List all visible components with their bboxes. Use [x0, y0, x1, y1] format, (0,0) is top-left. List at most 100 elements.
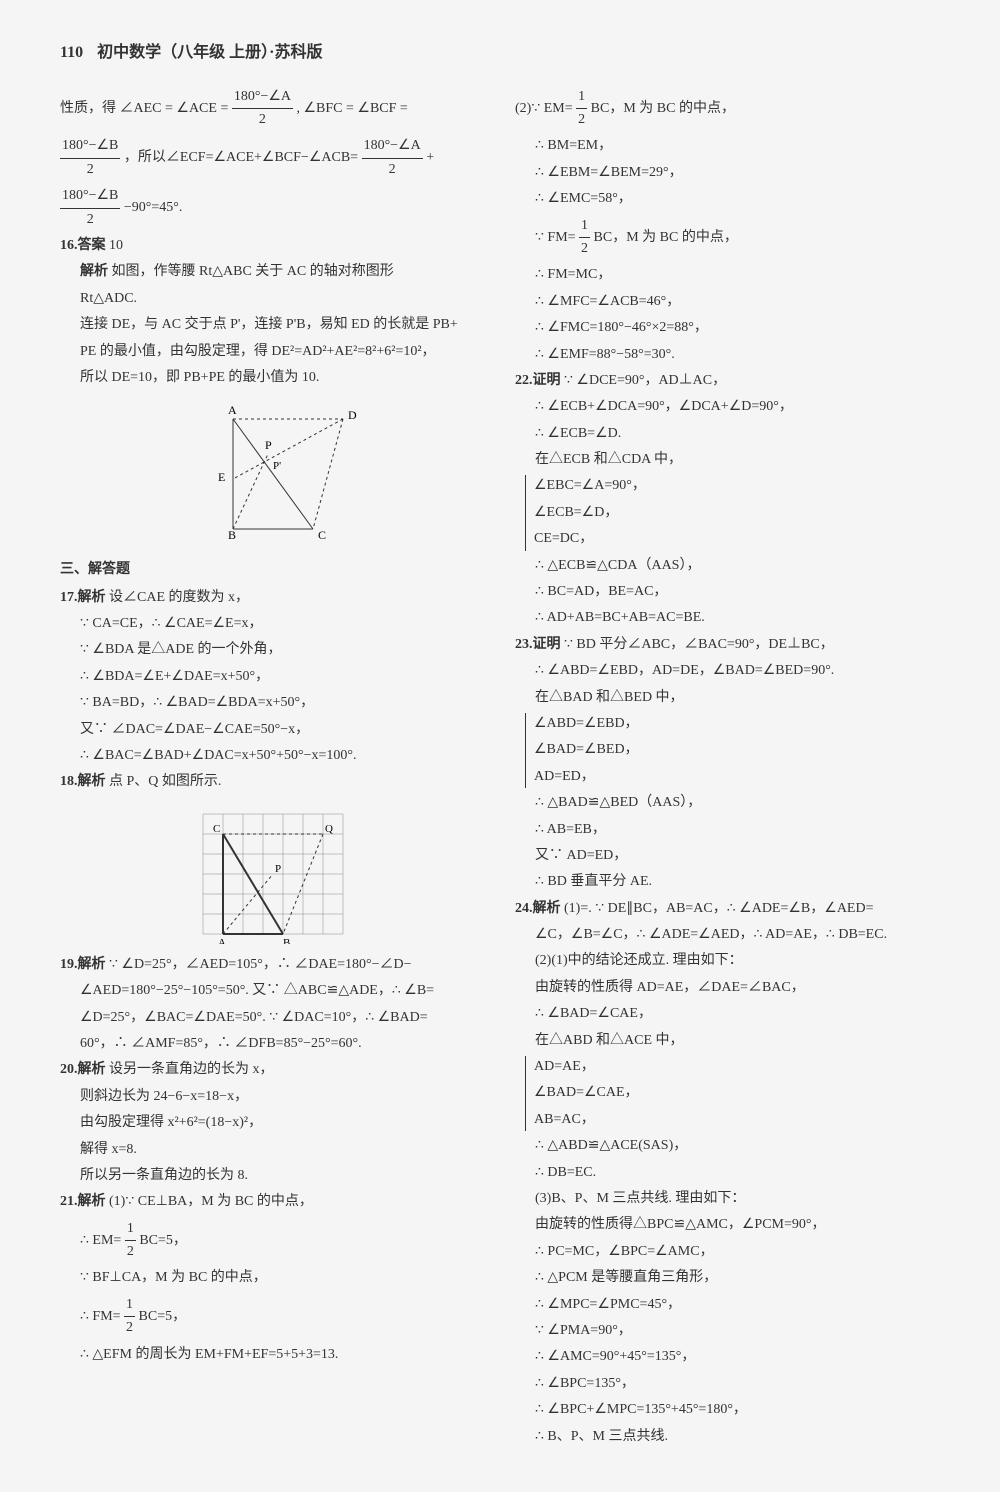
- text-line: ∴ ∠BAD=∠CAE，: [515, 1003, 940, 1025]
- text-line: 所以 DE=10，即 PB+PE 的最小值为 10.: [60, 367, 485, 389]
- text-line: ∵ ∠BDA 是△ADE 的一个外角，: [60, 639, 485, 661]
- fraction: 180°−∠A 2: [232, 86, 293, 132]
- problem-number: 23.证明: [515, 637, 561, 652]
- text-line: AD=AE，: [534, 1056, 940, 1078]
- text-line: ∴ FM=MC，: [515, 264, 940, 286]
- grid-figure-2: A B C Q P: [60, 804, 485, 944]
- text-line: 由旋转的性质得△BPC≌△AMC，∠PCM=90°，: [515, 1214, 940, 1236]
- text-line: Rt△ADC.: [60, 288, 485, 310]
- svg-text:B: B: [283, 937, 290, 944]
- text-line: ∴ FM= 1 2 BC=5，: [60, 1294, 485, 1340]
- svg-text:P: P: [275, 863, 281, 875]
- text-line: ∴ EM= 1 2 BC=5，: [60, 1218, 485, 1264]
- text-line: ∴ ∠ECB+∠DCA=90°，∠DCA+∠D=90°，: [515, 396, 940, 418]
- text-line: ∴ DB=EC.: [515, 1162, 940, 1184]
- brace-system: ∠ABD=∠EBD， ∠BAD=∠BED， AD=ED，: [525, 713, 940, 788]
- problem-23: 23.证明 ∵ BD 平分∠ABC，∠BAC=90°，DE⊥BC，: [515, 634, 940, 656]
- svg-text:A: A: [218, 937, 226, 944]
- text-line: 又∵ AD=ED，: [515, 845, 940, 867]
- text-line: ∴ △ECB≌△CDA（AAS），: [515, 555, 940, 577]
- svg-text:E: E: [218, 470, 225, 484]
- svg-text:P: P: [265, 438, 272, 452]
- text-line: ∴ ∠FMC=180°−46°×2=88°，: [515, 317, 940, 339]
- text-line: ∵ CA=CE，∴ ∠CAE=∠E=x，: [60, 613, 485, 635]
- text-line: ∴ ∠BPC+∠MPC=135°+45°=180°，: [515, 1399, 940, 1421]
- text-line: ∴ △BAD≌△BED（AAS），: [515, 792, 940, 814]
- text-line: 则斜边长为 24−6−x=18−x，: [60, 1086, 485, 1108]
- text-line: 又∵ ∠DAC=∠DAE−∠CAE=50°−x，: [60, 719, 485, 741]
- text-line: (3)B、P、M 三点共线. 理由如下：: [515, 1188, 940, 1210]
- text-line: ∴ BD 垂直平分 AE.: [515, 871, 940, 893]
- text-line: ∴ ∠ECB=∠D.: [515, 423, 940, 445]
- text-line: ∴ ∠MPC=∠PMC=45°，: [515, 1294, 940, 1316]
- text-line: ∴ ∠BAC=∠BAD+∠DAC=x+50°+50°−x=100°.: [60, 745, 485, 767]
- text-line: 由勾股定理得 x²+6²=(18−x)²，: [60, 1112, 485, 1134]
- brace-system: ∠EBC=∠A=90°， ∠ECB=∠D， CE=DC，: [525, 475, 940, 550]
- right-column: (2)∵ EM= 1 2 BC，M 为 BC 的中点， ∴ BM=EM， ∴ ∠…: [515, 86, 940, 1452]
- text-line: (2)∵ EM= 1 2 BC，M 为 BC 的中点，: [515, 86, 940, 132]
- text-line: 在△ECB 和△CDA 中，: [515, 449, 940, 471]
- text-line: 所以另一条直角边的长为 8.: [60, 1165, 485, 1187]
- svg-text:D: D: [348, 408, 357, 422]
- fraction: 180°−∠B 2: [60, 135, 120, 181]
- fraction: 1 2: [124, 1294, 135, 1340]
- problem-number: 17.解析: [60, 590, 106, 605]
- problem-20: 20.解析 设另一条直角边的长为 x，: [60, 1059, 485, 1081]
- fraction: 1 2: [125, 1218, 136, 1264]
- text-line: AD=ED，: [534, 766, 940, 788]
- fraction: 180°−∠A 2: [362, 135, 423, 181]
- text-line: ∴ AB=EB，: [515, 819, 940, 841]
- problem-24: 24.解析 (1)=. ∵ DE∥BC，AB=AC，∴ ∠ADE=∠B，∠AED…: [515, 898, 940, 920]
- text-line: ∵ FM= 1 2 BC，M 为 BC 的中点，: [515, 215, 940, 261]
- problem-16: 16.答案 10: [60, 235, 485, 257]
- text-line: 解得 x=8.: [60, 1139, 485, 1161]
- svg-text:Q: Q: [325, 823, 333, 835]
- text-line: 在△BAD 和△BED 中，: [515, 687, 940, 709]
- fraction: 180°−∠B 2: [60, 185, 120, 231]
- text-line: 解析 如图，作等腰 Rt△ABC 关于 AC 的轴对称图形: [60, 261, 485, 283]
- svg-text:P': P': [273, 460, 281, 472]
- text-line: ∴ B、P、M 三点共线.: [515, 1426, 940, 1448]
- analysis-label: 解析: [80, 264, 108, 279]
- text-line: ∴ ∠BPC=135°，: [515, 1373, 940, 1395]
- text-line: ∵ ∠PMA=90°，: [515, 1320, 940, 1342]
- text-line: ∴ BM=EM，: [515, 135, 940, 157]
- two-column-layout: 性质，得 ∠AEC = ∠ACE = 180°−∠A 2 , ∠BFC = ∠B…: [60, 86, 940, 1452]
- fraction: 1 2: [579, 215, 590, 261]
- problem-18: 18.解析 点 P、Q 如图所示.: [60, 771, 485, 793]
- text-line: ∠ECB=∠D，: [534, 502, 940, 524]
- text-line: 180°−∠B 2 ，所以∠ECF=∠ACE+∠BCF−∠ACB= 180°−∠…: [60, 135, 485, 181]
- text-line: 性质，得 ∠AEC = ∠ACE = 180°−∠A 2 , ∠BFC = ∠B…: [60, 86, 485, 132]
- problem-number: 19.解析: [60, 957, 106, 972]
- text-line: ∴ BC=AD，BE=AC，: [515, 581, 940, 603]
- problem-number: 18.解析: [60, 774, 106, 789]
- problem-number: 20.解析: [60, 1062, 106, 1077]
- text-line: ∵ BA=BD，∴ ∠BAD=∠BDA=x+50°，: [60, 692, 485, 714]
- problem-number: 24.解析: [515, 901, 561, 916]
- text-line: ∴ △ABD≌△ACE(SAS)，: [515, 1135, 940, 1157]
- page-header: 110 初中数学（八年级 上册）·苏科版: [60, 40, 940, 66]
- problem-number: 22.证明: [515, 373, 561, 388]
- text-line: ∴ △PCM 是等腰直角三角形，: [515, 1267, 940, 1289]
- text-line: ∴ ∠AMC=90°+45°=135°，: [515, 1346, 940, 1368]
- geometry-figure-1: A B C D E P P': [60, 399, 485, 549]
- left-column: 性质，得 ∠AEC = ∠ACE = 180°−∠A 2 , ∠BFC = ∠B…: [60, 86, 485, 1452]
- problem-21: 21.解析 (1)∵ CE⊥BA，M 为 BC 的中点，: [60, 1191, 485, 1213]
- text-line: ∴ ∠EMC=58°，: [515, 188, 940, 210]
- text-line: ∴ △EFM 的周长为 EM+FM+EF=5+5+3=13.: [60, 1344, 485, 1366]
- text-line: 60°，∴ ∠AMF=85°，∴ ∠DFB=85°−25°=60°.: [60, 1033, 485, 1055]
- text-line: ∠ABD=∠EBD，: [534, 713, 940, 735]
- fraction: 1 2: [576, 86, 587, 132]
- brace-system: AD=AE， ∠BAD=∠CAE， AB=AC，: [525, 1056, 940, 1131]
- text-line: 在△ABD 和△ACE 中，: [515, 1030, 940, 1052]
- section-3-title: 三、解答题: [60, 559, 485, 581]
- problem-number: 16.答案: [60, 238, 106, 253]
- problem-22: 22.证明 ∵ ∠DCE=90°，AD⊥AC，: [515, 370, 940, 392]
- answer-value: 10: [109, 238, 123, 253]
- text-line: ∠C，∠B=∠C，∴ ∠ADE=∠AED，∴ AD=AE，∴ DB=EC.: [515, 924, 940, 946]
- text-line: PE 的最小值，由勾股定理，得 DE²=AD²+AE²=8²+6²=10²，: [60, 341, 485, 363]
- text-line: ∠AED=180°−25°−105°=50°. 又∵ △ABC≌△ADE，∴ ∠…: [60, 980, 485, 1002]
- text-line: ∴ ∠BDA=∠E+∠DAE=x+50°，: [60, 666, 485, 688]
- text-line: ∴ ∠EBM=∠BEM=29°，: [515, 162, 940, 184]
- text-line: ∠D=25°，∠BAC=∠DAE=50°. ∵ ∠DAC=10°，∴ ∠BAD=: [60, 1007, 485, 1029]
